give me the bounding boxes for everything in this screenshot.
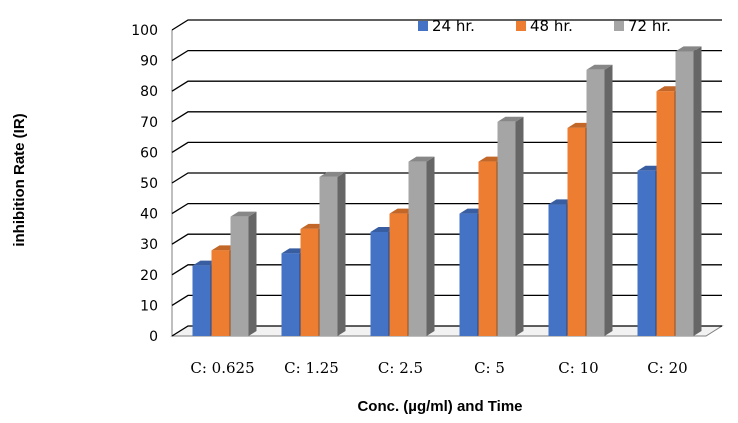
bar (408, 156, 435, 336)
legend-label: 24 hr. (432, 17, 475, 35)
gridlines (171, 19, 722, 337)
bar (497, 116, 524, 336)
bar-front (211, 250, 230, 336)
bar-front (637, 170, 656, 336)
y-tick-label: 10 (140, 298, 158, 314)
bar-front (408, 161, 427, 336)
bar-side (426, 156, 435, 336)
legend-swatch (614, 21, 624, 31)
bar-front (478, 161, 497, 336)
gridline (171, 233, 722, 245)
y-tick-label: 0 (149, 329, 158, 345)
x-tick-label: C: 20 (647, 359, 687, 377)
gridline (171, 264, 722, 276)
gridline (171, 111, 722, 123)
bar-top (319, 171, 346, 177)
bar-front (675, 51, 694, 337)
bar-side (515, 116, 524, 336)
legend-swatch (418, 21, 428, 31)
y-axis-label: inhibition Rate (IR) (11, 113, 28, 246)
bar-front (497, 121, 516, 336)
legend-swatch (516, 21, 526, 31)
y-tick-label: 90 (140, 54, 158, 70)
bar-top (675, 46, 702, 52)
y-tick-label: 60 (140, 145, 158, 161)
y-tick-label: 100 (131, 23, 158, 39)
bar-front (300, 228, 319, 336)
bar-side (604, 64, 613, 336)
y-tick-label: 20 (140, 268, 158, 284)
y-tick-label: 70 (140, 115, 158, 131)
legend-label: 72 hr. (628, 17, 671, 35)
x-tick-label: C: 1.25 (284, 359, 339, 377)
bar-front (230, 216, 249, 336)
gridline (171, 325, 722, 337)
bar (586, 64, 613, 336)
x-tick-label: C: 5 (474, 359, 505, 377)
gridline (171, 294, 722, 306)
y-tick-label: 30 (140, 237, 158, 253)
y-tick-label: 40 (140, 207, 158, 223)
x-axis-label: Conc. (µg/ml) and Time (357, 398, 522, 415)
bar (230, 211, 257, 336)
bar-front (567, 127, 586, 336)
gridline (171, 172, 722, 184)
bar-front (656, 91, 675, 336)
gridline (171, 19, 722, 31)
bar-front (586, 69, 605, 336)
x-tick-label: C: 10 (558, 359, 598, 377)
bar-front (319, 176, 338, 336)
legend-item: 48 hr. (516, 17, 573, 35)
bar (675, 46, 702, 337)
y-tick-label: 80 (140, 84, 158, 100)
bar-side (248, 211, 257, 336)
bar-side (693, 46, 702, 337)
bars (192, 46, 702, 337)
gridline (171, 49, 722, 62)
bar-front (281, 253, 300, 336)
bar-front (370, 231, 389, 336)
bar-side (337, 171, 346, 336)
gridline (171, 80, 722, 92)
legend-item: 24 hr. (418, 17, 475, 35)
y-axis-ticks: 0 10 20 30 40 50 60 70 80 90 100 (131, 23, 158, 345)
bar-top (230, 211, 257, 217)
bar-front (548, 204, 567, 336)
legend: 24 hr. 48 hr. 72 hr. (418, 17, 671, 35)
bar-front (459, 213, 478, 336)
legend-label: 48 hr. (530, 17, 573, 35)
bar-front (389, 213, 408, 336)
bar (319, 171, 346, 336)
y-tick-label: 50 (140, 176, 158, 192)
bar-top (408, 156, 435, 162)
legend-item: 72 hr. (614, 17, 671, 35)
gridline (171, 202, 722, 215)
x-axis-ticks: C: 0.625 C: 1.25 C: 2.5 C: 5 C: 10 C: 20 (190, 359, 687, 377)
x-tick-label: C: 2.5 (378, 359, 423, 377)
bar-front (192, 265, 211, 336)
bar-top (586, 64, 613, 70)
x-tick-label: C: 0.625 (190, 359, 254, 377)
gridline (171, 141, 722, 153)
bar-top (497, 116, 524, 122)
